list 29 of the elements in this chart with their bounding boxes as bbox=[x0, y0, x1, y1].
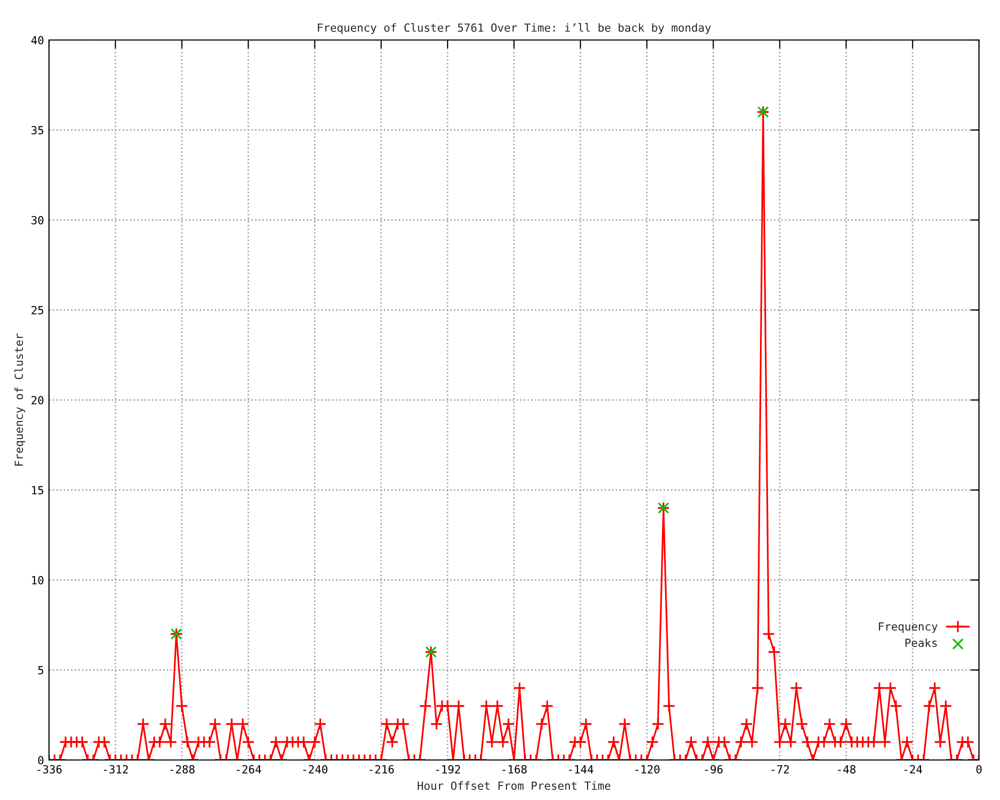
y-tick-label: 25 bbox=[32, 306, 44, 314]
x-tick-label: -192 bbox=[436, 765, 460, 774]
x-tick-label: -288 bbox=[170, 765, 195, 774]
x-tick-label: 0 bbox=[976, 765, 982, 774]
x-tick-label: -48 bbox=[838, 765, 856, 774]
y-tick-label: 40 bbox=[31, 36, 44, 44]
y-axis-title: Frequency of Cluster bbox=[14, 334, 26, 466]
y-tick-label: 10 bbox=[32, 576, 44, 584]
legend-label: Frequency bbox=[878, 622, 938, 633]
y-tick-label: 35 bbox=[32, 126, 44, 134]
x-tick-label: -96 bbox=[705, 765, 723, 774]
y-tick-label: 15 bbox=[32, 486, 44, 494]
x-tick-label: -24 bbox=[904, 765, 922, 774]
x-tick-label: -120 bbox=[635, 765, 660, 774]
x-tick-label: -144 bbox=[568, 765, 594, 774]
legend-label: Peaks bbox=[906, 638, 937, 648]
x-tick-label: -312 bbox=[104, 765, 128, 774]
chart-title: Frequency of Cluster 5761 Over Time: i’ll be back by monday bbox=[318, 23, 711, 34]
y-tick-label: 5 bbox=[38, 666, 44, 674]
y-tick-label: 30 bbox=[32, 216, 44, 224]
x-tick-label: -72 bbox=[772, 765, 789, 774]
x-axis-title: Hour Offset From Present Time bbox=[418, 781, 610, 790]
x-tick-label: -336 bbox=[38, 765, 62, 774]
y-tick-label: 20 bbox=[32, 396, 44, 404]
y-tick-label: 0 bbox=[38, 756, 44, 764]
x-tick-label: -168 bbox=[502, 765, 527, 774]
x-tick-label: -216 bbox=[370, 765, 394, 774]
x-tick-label: -264 bbox=[236, 765, 262, 774]
x-tick-label: -240 bbox=[303, 765, 328, 774]
